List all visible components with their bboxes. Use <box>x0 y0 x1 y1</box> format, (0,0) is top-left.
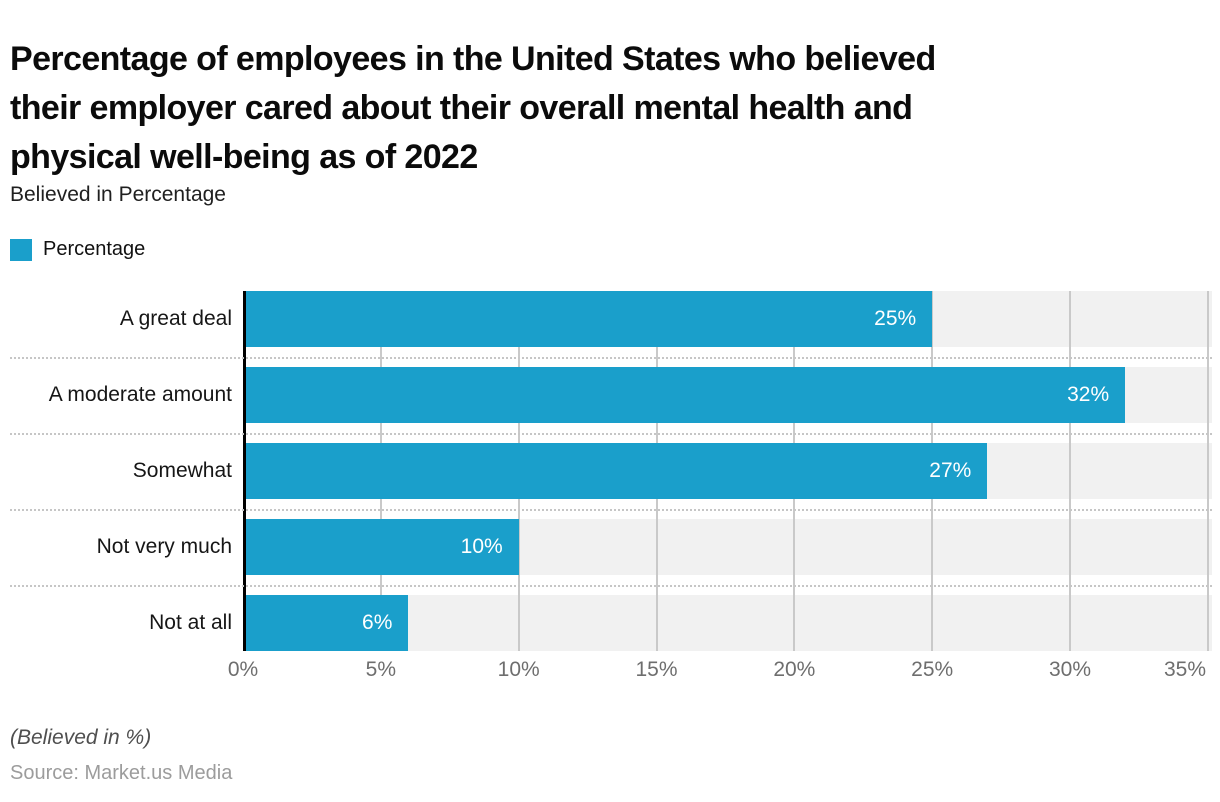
gridline <box>1069 291 1072 651</box>
gridline <box>1206 291 1209 651</box>
bar: 27% <box>243 443 988 499</box>
x-tick-label: 5% <box>365 658 397 681</box>
bar: 6% <box>243 595 409 651</box>
x-tick-label: 0% <box>227 658 259 681</box>
x-tick-label: 20% <box>773 658 816 681</box>
bar-chart: A great deal A moderate amount Somewhat Not… <box>0 291 1212 651</box>
category-label: Not at all <box>149 611 232 634</box>
x-tick-label: 35% <box>1163 658 1206 681</box>
y-axis-line <box>243 291 246 651</box>
legend-label: Percentage <box>43 238 146 260</box>
chart-title-line-1: Percentage of employees in the United St… <box>10 39 936 78</box>
bar: 32% <box>243 367 1126 423</box>
category-label: Somewhat <box>132 459 232 482</box>
chart-title: Percentage of employees in the United St… <box>10 35 936 182</box>
x-tick-label: 15% <box>635 658 678 681</box>
bar-value-label: 10% <box>460 535 503 558</box>
row-separator <box>10 585 1212 587</box>
x-axis: 0% 5% 10% 15% 20% 25% 30% 35% <box>228 658 1212 686</box>
category-label: A moderate amount <box>48 383 232 406</box>
row-separator <box>10 509 1212 511</box>
chart-subtitle: Believed in Percentage <box>10 183 226 206</box>
bar: 25% <box>243 291 933 347</box>
chart-title-line-2: their employer cared about their overall… <box>10 88 913 127</box>
axis-note: (Believed in %) <box>10 726 152 749</box>
chart-title-line-3: physical well-being as of 2022 <box>10 137 478 176</box>
row-separator <box>10 433 1212 435</box>
legend-swatch-icon <box>10 238 32 261</box>
bar-value-label: 27% <box>929 459 972 482</box>
source-credit: Source: Market.us Media <box>10 762 233 784</box>
bar-value-label: 6% <box>362 611 393 634</box>
category-label: Not very much <box>96 535 232 558</box>
bar-value-label: 32% <box>1067 383 1110 406</box>
x-tick-label: 30% <box>1049 658 1092 681</box>
plot-area: 25% 32% 27% 10% 6% <box>243 291 1212 651</box>
bar: 10% <box>243 519 519 575</box>
x-tick-label: 25% <box>911 658 954 681</box>
row-separator <box>10 357 1212 359</box>
bar-value-label: 25% <box>874 307 917 330</box>
category-label: A great deal <box>119 307 232 330</box>
x-tick-label: 10% <box>497 658 540 681</box>
legend: Percentage <box>10 238 145 261</box>
